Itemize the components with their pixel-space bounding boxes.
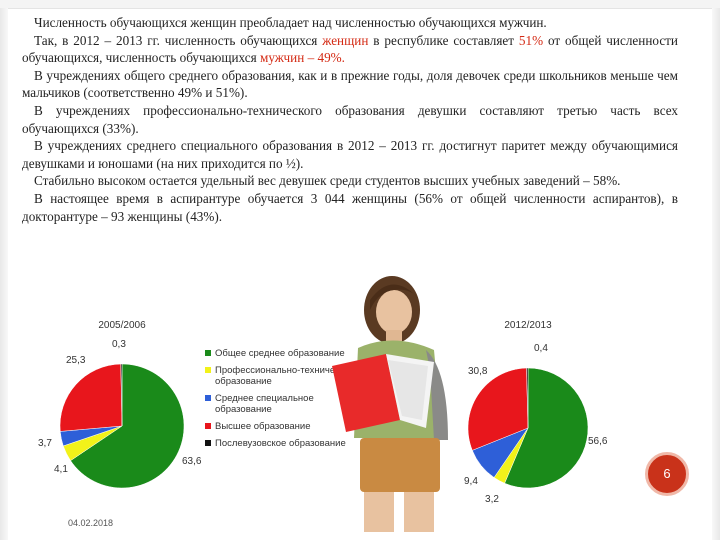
pie-data-label: 4,1: [54, 464, 68, 475]
legend-swatch: [205, 350, 211, 356]
legend-swatch: [205, 395, 211, 401]
slide-right-border: [712, 8, 720, 540]
legend-item: Общее среднее образование: [205, 348, 355, 359]
pie-data-label: 56,6: [588, 436, 608, 447]
pie-data-label: 0,3: [112, 339, 126, 350]
pie-data-label: 30,8: [468, 366, 488, 377]
legend-item: Среднее специальное образование: [205, 393, 355, 415]
pie-title: 2005/2006: [98, 320, 146, 331]
totals-text-e: от общей численности обучающихся, числен…: [22, 32, 678, 66]
legend-item: Высшее образование: [205, 421, 355, 432]
paragraph-secondary-special: В учреждениях среднего специального обра…: [22, 138, 678, 171]
totals-men: мужчин – 49%.: [260, 50, 345, 66]
chart-legend: Общее среднее образование Профессионально…: [205, 348, 355, 455]
legend-label: Послевузовское образование: [215, 438, 346, 449]
pie-data-label: 3,2: [485, 494, 499, 505]
slide-left-border: [0, 8, 8, 540]
legend-swatch: [205, 423, 211, 429]
legend-swatch: [205, 367, 211, 373]
paragraph-vocational: В учреждениях профессионально-техническо…: [22, 102, 678, 136]
legend-item: Профессионально-техническое образование: [205, 365, 355, 387]
pie-chart-2012-svg: 2012/2013 56,6 3,2 9,4 30,8 0,4: [464, 320, 608, 505]
legend-label: Профессионально-техническое образование: [215, 365, 355, 387]
pie-chart-2012: 2012/2013 56,6 3,2 9,4 30,8 0,4: [450, 316, 640, 506]
pie-title: 2012/2013: [504, 320, 552, 331]
page-number-badge: 6: [645, 452, 689, 496]
totals-women-percent: 51%: [518, 32, 544, 48]
legend-item: Послевузовское образование: [205, 438, 355, 449]
student-photo: [330, 270, 470, 535]
pie-chart-2005-svg: 2005/2006 63,6 4,1 3,7 25,3 0,3: [38, 320, 202, 489]
legend-swatch: [205, 440, 211, 446]
pie-chart-2005: 2005/2006 63,6 4,1 3,7 25,3 0,3: [30, 316, 220, 506]
legend-label: Высшее образование: [215, 421, 311, 432]
slide-date: 04.02.2018: [68, 518, 114, 528]
pie-slice-general: [70, 363, 185, 489]
student-illustration: [332, 276, 448, 532]
totals-text-a: Так, в 2012 – 2013 гг. численность обуча…: [34, 32, 323, 48]
slide-body-text: Численность обучающихся женщин преоблада…: [22, 14, 678, 225]
paragraph-totals: Так, в 2012 – 2013 гг. численность обуча…: [22, 32, 678, 67]
paragraph-general: В учреждениях общего среднего образовани…: [22, 67, 678, 101]
pie-slice-general: [504, 367, 589, 489]
legend-label: Общее среднее образование: [215, 348, 345, 359]
totals-women: женщин: [322, 32, 369, 48]
pie-slice-postgraduate: [120, 363, 123, 427]
legend-label: Среднее специальное образование: [215, 393, 314, 415]
pie-data-label: 9,4: [464, 476, 478, 487]
slide-top-border: [0, 0, 720, 9]
pie-data-label: 0,4: [534, 343, 548, 354]
pie-slice-postgraduate: [526, 367, 529, 429]
paragraph-postgraduate: В настоящее время в аспирантуре обучаетс…: [22, 190, 678, 224]
pie-slice-higher: [59, 363, 123, 432]
pie-slice-higher: [467, 367, 529, 451]
paragraph-higher: Стабильно высоком остается удельный вес …: [34, 173, 621, 189]
pie-data-label: 3,7: [38, 438, 52, 449]
pie-data-label: 25,3: [66, 355, 86, 366]
paragraph-lead: Численность обучающихся женщин преоблада…: [34, 15, 547, 30]
totals-text-c: в республике составляет: [368, 32, 519, 48]
pie-data-label: 63,6: [182, 456, 202, 467]
